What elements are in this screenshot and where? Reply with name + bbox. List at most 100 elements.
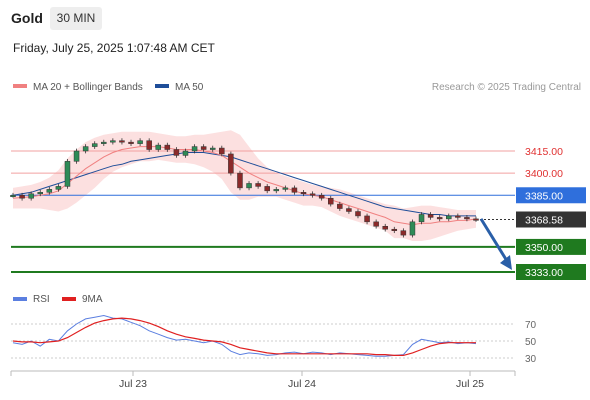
candle-body [337,203,343,209]
level-tag-3350.00 [516,238,586,255]
candle-body [146,140,152,150]
candle-body [436,217,443,220]
x-tick-label: Jul 25 [456,378,484,390]
candle-body [373,221,379,227]
candle-body [391,228,398,231]
candle-body [19,195,25,199]
candle-body [164,144,171,150]
candle-body [282,187,289,190]
candle-body [309,193,316,196]
candle-body [409,221,416,236]
candle-body [200,146,207,150]
candle-body [264,186,270,192]
candle-body [228,153,234,174]
forecast-arrow [479,218,512,270]
moving-averages [12,146,477,226]
candle-body [355,211,361,217]
rsi-level-label-70: 70 [525,320,537,331]
timeframe-badge[interactable]: 30 MIN [50,7,102,30]
rsi-legend-label: RSI [33,294,50,305]
candle-body [101,141,107,144]
candle-body [273,189,280,192]
candle-body [191,146,198,152]
level-label-3333.00: 3333.00 [525,267,563,279]
level-label-3400.00: 3400.00 [525,168,563,180]
ma9-legend-label: 9MA [82,294,103,305]
last-price-tag [516,211,586,228]
candle-body [327,197,334,205]
candle-body [64,161,71,187]
candle-body [400,230,407,236]
ma50-legend-swatch [155,84,169,88]
candlesticks [10,138,479,238]
candle-body [464,217,470,220]
rsi-legend-swatch [13,297,27,301]
candle-body [128,141,134,144]
bollinger-band-area [13,130,476,241]
rsi-level-label-50: 50 [525,337,537,348]
x-tick-label: Jul 24 [288,378,316,390]
candle-body [209,147,216,150]
candle-body [237,172,243,189]
candle-body [318,195,325,199]
candle-body [73,150,80,162]
candle-body [55,186,62,190]
candle-body [473,218,479,221]
candle-body [91,143,98,147]
candle-body [427,214,434,218]
forecast-head [500,255,512,270]
ma50-line [12,152,476,217]
level-tag-3333.00 [516,264,586,280]
x-axis-ticks: Jul 23 Jul 24 Jul 25 [119,371,484,390]
candle-body [346,208,352,212]
candle-body [446,215,452,220]
level-label-3385.00: 3385.00 [525,190,563,202]
candle-body [110,140,116,143]
candle-body [291,187,298,193]
candle-body [246,183,252,189]
rsi-level-label-30: 30 [525,354,537,365]
candle-body [46,189,53,193]
candle-body [37,192,43,195]
bollinger-bands [13,130,476,241]
candle-body [219,147,225,155]
ma9-legend-swatch [62,297,76,301]
rsi-ma9-line [12,317,476,356]
level-tag-3385.00 [516,187,586,204]
attribution-text: Research © 2025 Trading Central [432,82,581,93]
asset-name: Gold [11,10,43,26]
candle-body [455,215,461,218]
candle-body [137,140,143,144]
candle-body [173,149,180,156]
ma20-legend-label: MA 20 + Bollinger Bands [33,82,143,93]
ma50-legend-label: MA 50 [175,82,204,93]
rsi-panel: 70 50 30 [11,314,537,365]
rsi-legend: RSI 9MA [13,294,103,305]
candle-body [418,214,425,223]
price-levels [11,150,515,273]
candle-body [364,215,370,223]
candle-body [155,144,162,150]
candle-body [82,146,89,152]
last-price-label: 3368.58 [525,214,563,226]
candle-body [28,193,34,199]
candle-body [300,192,307,195]
ma20-line [12,146,477,226]
ma20-legend-swatch [13,84,27,88]
level-label-3350.00: 3350.00 [525,242,563,254]
rsi-line [12,314,477,357]
main-legend: MA 20 + Bollinger Bands MA 50 Research ©… [13,82,581,93]
chart-header: Gold 30 MIN [0,0,590,38]
candle-body [119,140,125,143]
level-label-3415.00: 3415.00 [525,146,563,158]
chart-datetime: Friday, July 25, 2025 1:07:48 AM CET [13,41,215,55]
forecast-shaft [479,218,509,262]
x-tick-label: Jul 23 [119,378,147,390]
candle-body [10,195,16,198]
candle-body [182,150,189,156]
price-labels: 3415.00 3400.00 3385.00 3350.00 3333.00 3368.… [516,146,586,280]
candle-body [382,226,388,230]
candle-body [255,183,261,187]
